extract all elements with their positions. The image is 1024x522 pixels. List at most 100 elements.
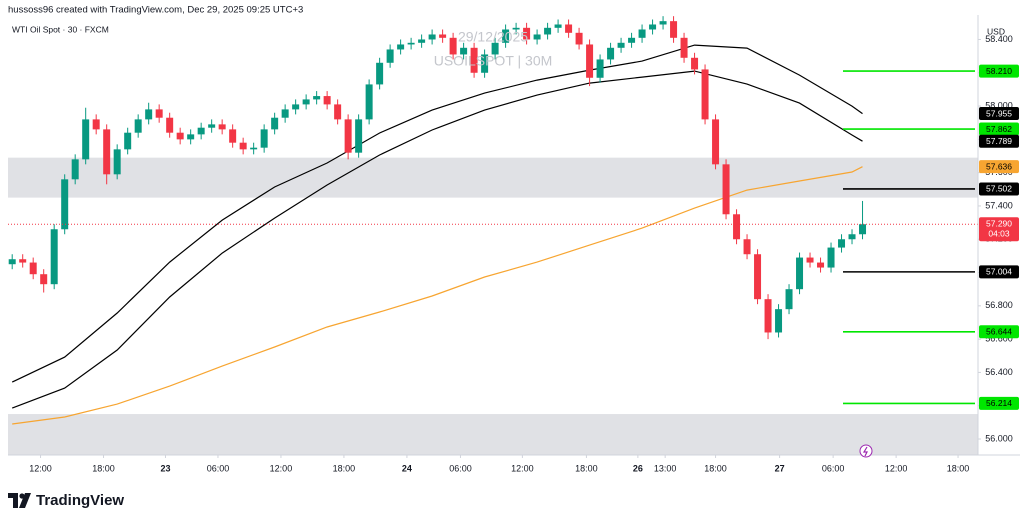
event-icon[interactable] <box>859 444 873 458</box>
candle-body <box>470 47 478 73</box>
candle-body <box>806 257 814 263</box>
x-tick-label: 24 <box>402 463 412 473</box>
candle-body <box>386 49 394 63</box>
candle-body <box>71 159 79 180</box>
candle-body <box>481 54 489 73</box>
candle-body <box>659 21 667 25</box>
candle-body <box>764 299 772 333</box>
candle-body <box>50 229 58 285</box>
candle-body <box>250 147 258 150</box>
brand-logo <box>8 493 31 508</box>
candle-body <box>397 44 405 50</box>
x-tick-label: 12:00 <box>270 463 293 473</box>
candle-body <box>176 132 184 140</box>
level-label-box <box>979 325 1019 339</box>
candle-body <box>638 29 646 38</box>
candle-body <box>848 234 856 240</box>
candle-body <box>92 119 100 130</box>
candle-body <box>239 142 247 150</box>
level-label: 57.636 <box>986 161 1012 171</box>
x-tick-label: 27 <box>775 463 785 473</box>
candle-body <box>155 109 163 118</box>
candle-body <box>29 262 37 275</box>
candle-body <box>271 117 279 130</box>
candle-body <box>743 239 751 255</box>
x-tick-label: 18:00 <box>575 463 598 473</box>
level-label-box <box>979 122 1019 136</box>
candle-body <box>124 132 132 150</box>
watermark-symbol: USOILSPOT | 30M <box>434 53 553 69</box>
zone <box>8 414 978 455</box>
candle-body <box>407 42 415 45</box>
countdown-label: 04:03 <box>988 229 1010 239</box>
candle-body <box>449 37 457 55</box>
level-label: 57.004 <box>986 267 1012 277</box>
candle-body <box>334 104 342 120</box>
candle-body <box>649 24 657 30</box>
candle-body <box>439 34 447 38</box>
y-tick-label: 56.600 <box>985 334 1013 344</box>
candle-body <box>554 24 562 28</box>
candle-body <box>533 34 541 40</box>
logo-mark <box>8 493 18 508</box>
candle-body <box>502 29 510 43</box>
currency-label: USD <box>987 26 1005 36</box>
candle-body <box>365 84 373 120</box>
candle-body <box>796 257 804 290</box>
candle-body <box>281 109 289 118</box>
x-tick-label: 18:00 <box>92 463 115 473</box>
y-tick-label: 57.400 <box>985 200 1013 210</box>
candle-body <box>82 119 90 160</box>
level-label-box <box>979 265 1019 279</box>
candle-body <box>596 59 604 78</box>
candle-body <box>376 62 384 85</box>
candle-body <box>218 124 226 130</box>
y-tick-label: 58.400 <box>985 34 1013 44</box>
watermark-date: 29/12/2025 <box>458 29 528 45</box>
level-label-box <box>979 107 1019 121</box>
candle-body <box>617 42 625 48</box>
moving-average <box>11 70 863 409</box>
moving-average <box>12 166 863 425</box>
candle-body <box>323 96 331 105</box>
candle-body <box>722 164 730 215</box>
x-tick-label: 12:00 <box>511 463 534 473</box>
x-tick-label: 06:00 <box>449 463 472 473</box>
x-tick-label: 06:00 <box>207 463 230 473</box>
candle-body <box>775 309 783 333</box>
x-tick-label: 12:00 <box>29 463 52 473</box>
candle-body <box>302 99 310 105</box>
candle-body <box>817 262 825 268</box>
zone <box>8 157 978 198</box>
candle-body <box>166 117 174 133</box>
candle-body <box>712 119 720 165</box>
logo-mark <box>19 493 31 508</box>
x-tick-label: 26 <box>633 463 643 473</box>
candle-body <box>61 179 69 230</box>
candle-body <box>460 47 468 55</box>
plot-area <box>8 16 978 455</box>
x-tick-label: 18:00 <box>947 463 970 473</box>
candle-body <box>8 259 16 265</box>
candle-body <box>197 127 205 135</box>
level-label: 57.862 <box>986 124 1012 134</box>
candle-body <box>785 289 793 310</box>
candle-body <box>575 32 583 45</box>
candle-body <box>145 109 153 120</box>
level-label-box <box>979 160 1019 174</box>
candle-body <box>859 224 867 235</box>
candle-body <box>113 149 121 175</box>
level-label-box <box>979 134 1019 148</box>
event-icon-bolt <box>862 446 868 457</box>
level-label: 56.214 <box>986 398 1012 408</box>
candle-body <box>134 119 142 133</box>
author-line: hussoss96 created with TradingView.com, … <box>8 5 303 16</box>
brand-name: TradingView <box>36 492 124 509</box>
candle-body <box>680 37 688 58</box>
candle-body <box>418 39 426 43</box>
candle-body <box>355 119 363 153</box>
candle-body <box>691 57 699 70</box>
x-tick-label: 18:00 <box>333 463 356 473</box>
candle-body <box>344 119 352 153</box>
